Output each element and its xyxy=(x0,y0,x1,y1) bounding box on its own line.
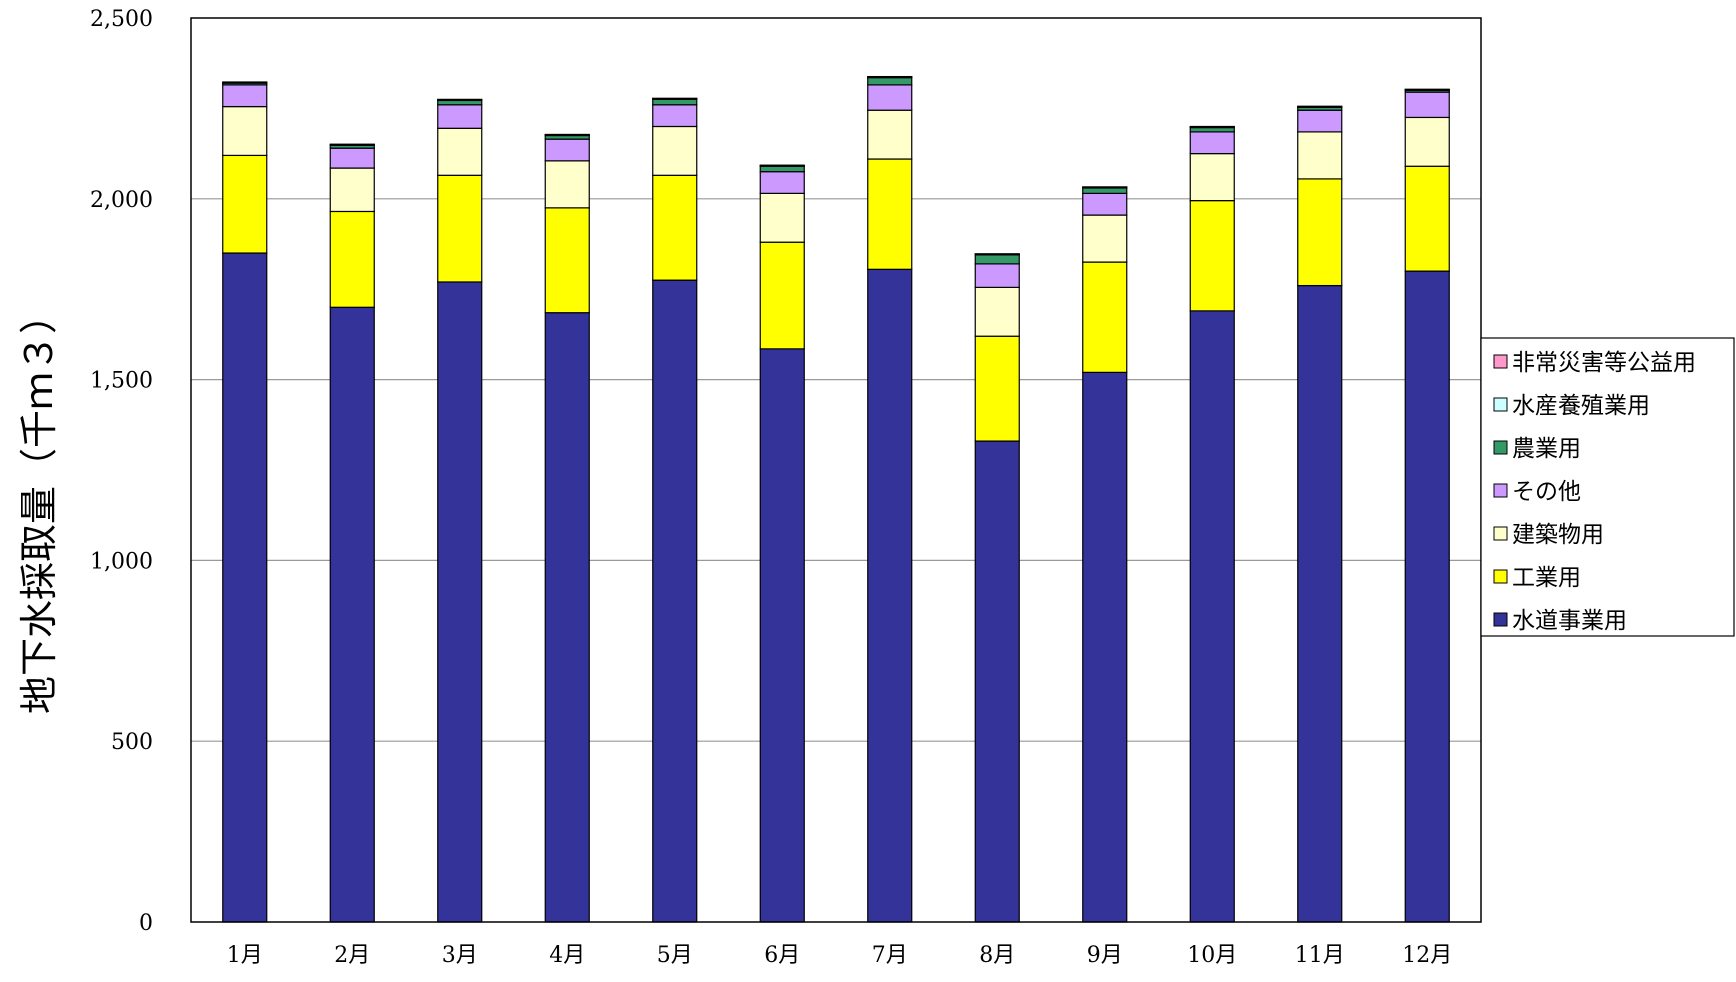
bar-segment xyxy=(1189,131,1235,155)
bar-segment xyxy=(222,154,268,254)
plot-area-frame xyxy=(190,17,1482,923)
bar-segment xyxy=(544,207,590,314)
bar-segment xyxy=(974,440,1020,923)
bar-segment xyxy=(652,104,698,128)
legend-label: その他 xyxy=(1512,479,1581,505)
bar-segment xyxy=(1404,165,1450,272)
x-tick-label: 6月 xyxy=(764,943,800,968)
bar-segment xyxy=(1189,200,1235,312)
bar-segment xyxy=(1082,261,1128,373)
x-tick-label: 8月 xyxy=(979,943,1015,968)
y-tick-label: 2,500 xyxy=(90,7,153,32)
bars xyxy=(222,75,1450,923)
legend-swatch xyxy=(1493,397,1508,412)
bar-segment xyxy=(544,312,590,923)
bar-segment xyxy=(652,279,698,923)
bar-segment xyxy=(974,286,1020,337)
bar-segment xyxy=(544,160,590,209)
legend-swatch xyxy=(1493,569,1508,584)
x-tick-label: 12月 xyxy=(1402,943,1452,968)
bar-segment xyxy=(867,158,913,270)
bar-segment xyxy=(437,281,483,923)
bar-segment xyxy=(1189,153,1235,202)
bar-segment xyxy=(1297,109,1343,133)
bar-segment xyxy=(974,254,1020,265)
bar-segment xyxy=(1082,214,1128,263)
legend-label: 工業用 xyxy=(1512,565,1581,591)
bar-segment xyxy=(1404,91,1450,119)
y-tick-label: 1,500 xyxy=(90,369,153,394)
bar-segment xyxy=(437,104,483,129)
bar-segment xyxy=(867,109,913,160)
bar-segment xyxy=(759,192,805,243)
bar-segment xyxy=(437,99,483,106)
legend-swatch xyxy=(1493,354,1508,369)
y-tick-label: 500 xyxy=(111,730,153,755)
legend-label: 建築物用 xyxy=(1512,522,1604,548)
bar-segment xyxy=(652,174,698,281)
bar-segment xyxy=(652,125,698,176)
bar-segment xyxy=(222,84,268,108)
bar-segment xyxy=(1404,116,1450,167)
bar-segment xyxy=(652,98,698,106)
x-tick-label: 7月 xyxy=(872,943,908,968)
legend-label: 水産養殖業用 xyxy=(1512,393,1650,419)
legend-swatch xyxy=(1493,483,1508,498)
x-tick-label: 9月 xyxy=(1087,943,1123,968)
x-tick-label: 4月 xyxy=(549,943,585,968)
x-tick-label: 3月 xyxy=(442,943,478,968)
legend-swatch xyxy=(1493,526,1508,541)
x-tick-label: 5月 xyxy=(657,943,693,968)
bar-segment xyxy=(329,306,375,923)
y-axis-tick-labels: 0 500 1,000 1,500 2,000 2,500 xyxy=(90,7,153,936)
x-tick-label: 11月 xyxy=(1295,943,1345,968)
bar-segment xyxy=(1189,126,1235,133)
x-axis-tick-labels: 1月 2月 3月 4月 5月 6月 7月 8月 9月 10月 11月 12月 xyxy=(227,943,1453,968)
legend-frame xyxy=(1480,337,1735,637)
bar-segment xyxy=(759,165,805,173)
y-tick-label: 0 xyxy=(139,911,153,936)
bar-segment xyxy=(329,167,375,213)
legend-label: 水道事業用 xyxy=(1512,608,1627,634)
legend-swatch xyxy=(1493,440,1508,455)
gridlines xyxy=(191,198,1481,742)
bar-segment xyxy=(544,138,590,162)
legend-swatch xyxy=(1493,612,1508,627)
legend-label: 農業用 xyxy=(1512,436,1581,462)
bar-segment xyxy=(329,147,375,169)
bar-segment xyxy=(759,241,805,350)
bar-segment xyxy=(1082,187,1128,194)
legend-label: 非常災害等公益用 xyxy=(1512,350,1696,376)
bar-segment xyxy=(1297,178,1343,287)
bar-segment xyxy=(867,268,913,923)
bar-segment xyxy=(437,174,483,283)
bar-segment xyxy=(974,263,1020,288)
bar-segment xyxy=(1404,270,1450,923)
bar-segment xyxy=(222,105,268,157)
bar-segment xyxy=(329,210,375,308)
bar-segment xyxy=(1297,284,1343,923)
bar-segment xyxy=(759,171,805,194)
bar-segment xyxy=(1082,371,1128,923)
y-axis-title: 地下水採取量（千ｍ３） xyxy=(17,296,61,714)
x-tick-label: 2月 xyxy=(334,943,370,968)
bar-segment xyxy=(974,335,1020,442)
bar-segment xyxy=(1189,310,1235,923)
x-tick-label: 10月 xyxy=(1187,943,1237,968)
bar-segment xyxy=(437,127,483,176)
x-tick-label: 1月 xyxy=(227,943,263,968)
bar-segment xyxy=(867,77,913,86)
bar-segment xyxy=(867,84,913,111)
y-tick-label: 1,000 xyxy=(90,549,153,574)
bar-segment xyxy=(1082,192,1128,216)
bar-segment xyxy=(222,252,268,923)
bar-segment xyxy=(759,348,805,923)
bar-segment xyxy=(1297,131,1343,180)
y-tick-label: 2,000 xyxy=(90,188,153,213)
